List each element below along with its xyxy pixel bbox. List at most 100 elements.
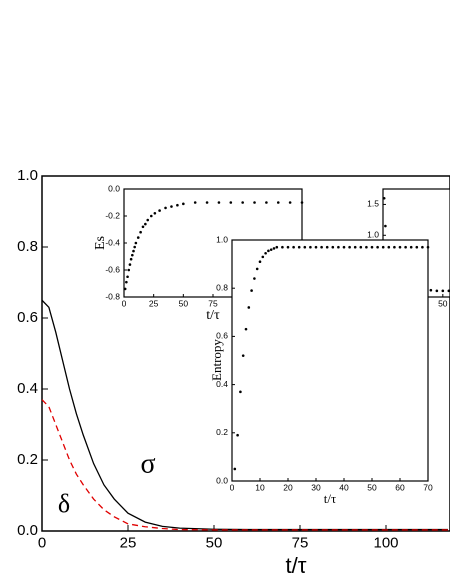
data-point (447, 289, 450, 293)
data-point (136, 236, 140, 239)
data-point (441, 289, 445, 293)
x-tick-label: 30 (311, 482, 321, 492)
series-line (41, 399, 448, 531)
x-tick-label: 0 (122, 298, 127, 308)
data-point (128, 263, 132, 266)
data-point (250, 289, 253, 292)
data-point (320, 245, 323, 249)
data-point (205, 201, 209, 204)
data-point (255, 267, 259, 271)
x-tick-label: 75 (208, 298, 218, 308)
data-point (370, 245, 374, 249)
data-point (426, 245, 430, 249)
data-point (264, 251, 267, 255)
y-axis-label: Es (93, 236, 108, 250)
data-point (182, 202, 185, 206)
data-point (261, 255, 265, 259)
y-tick-label: 0.2 (17, 451, 38, 468)
data-point (415, 245, 419, 249)
data-point (303, 245, 307, 249)
data-point (144, 222, 147, 226)
data-point (353, 245, 357, 249)
plot-frame (41, 175, 450, 532)
data-point (125, 280, 128, 284)
x-tick-label: 50 (179, 298, 189, 308)
y-axis-label: Entropy (209, 339, 224, 381)
data-point (281, 245, 284, 249)
data-point (158, 209, 161, 212)
data-point (239, 390, 242, 394)
y-tick-label: 0.6 (216, 331, 228, 341)
data-point (272, 247, 276, 250)
data-point (435, 289, 439, 293)
data-point (421, 245, 424, 249)
data-point (141, 225, 145, 229)
y-tick-label: 1.0 (216, 234, 228, 244)
data-point (297, 245, 301, 249)
annotation: σ (140, 448, 155, 479)
data-point (258, 260, 262, 263)
data-point (331, 245, 335, 249)
x-tick-label: 0 (38, 535, 46, 552)
data-point (382, 196, 386, 200)
data-point (217, 201, 221, 204)
data-point (288, 201, 292, 204)
data-point (384, 224, 387, 228)
y-tick-label: 0.4 (17, 380, 38, 397)
x-tick-label: 40 (339, 482, 349, 492)
data-point (193, 201, 197, 204)
data-point (133, 245, 136, 249)
series-line (41, 299, 448, 531)
data-point (387, 245, 391, 249)
x-tick-label: 75 (292, 535, 309, 552)
data-point (241, 201, 244, 204)
data-point (131, 253, 134, 257)
x-tick-label: 60 (395, 482, 405, 492)
x-axis-label: t/τ (324, 491, 336, 506)
y-tick-label: 0.0 (216, 475, 228, 485)
x-tick-label: 50 (438, 298, 448, 308)
y-tick-label: 0.2 (216, 427, 228, 437)
x-tick-label: 20 (283, 482, 293, 492)
data-point (365, 245, 368, 249)
x-tick-label: 0 (230, 482, 235, 492)
inset-background (232, 240, 428, 481)
data-point (376, 245, 379, 249)
y-tick-label: 1.5 (367, 199, 379, 209)
data-point (325, 245, 329, 249)
y-tick-label: 0.8 (17, 238, 38, 255)
data-point (241, 354, 245, 357)
data-point (300, 201, 304, 204)
data-point (275, 245, 279, 249)
data-point (236, 433, 239, 437)
data-point (359, 245, 363, 249)
data-point (348, 245, 351, 249)
data-point (409, 245, 413, 249)
x-tick-label: 100 (373, 535, 398, 552)
y-tick-label: 1.0 (17, 167, 38, 184)
x-axis-label: t/τ (206, 308, 220, 323)
data-point (126, 275, 129, 279)
data-point (244, 327, 248, 331)
y-tick-label: 0.0 (17, 522, 38, 539)
x-tick-label: 70 (423, 482, 433, 492)
y-tick-label: -0.4 (105, 237, 120, 247)
y-tick-label: -0.8 (105, 291, 120, 301)
data-point (233, 467, 237, 471)
data-point (139, 230, 142, 234)
x-axis-label: t/τ (286, 553, 307, 578)
data-point (292, 245, 295, 249)
data-point (123, 287, 127, 291)
y-tick-label: 0.0 (108, 183, 120, 193)
x-tick-label: 50 (206, 535, 223, 552)
data-point (393, 245, 396, 249)
data-point (153, 212, 157, 215)
data-point (267, 249, 270, 253)
x-tick-label: 25 (120, 535, 137, 552)
y-tick-label: 1.0 (367, 230, 379, 240)
data-point (253, 277, 256, 280)
plot-frame (231, 239, 429, 482)
data-point (269, 248, 273, 251)
x-tick-label: 10 (255, 482, 265, 492)
